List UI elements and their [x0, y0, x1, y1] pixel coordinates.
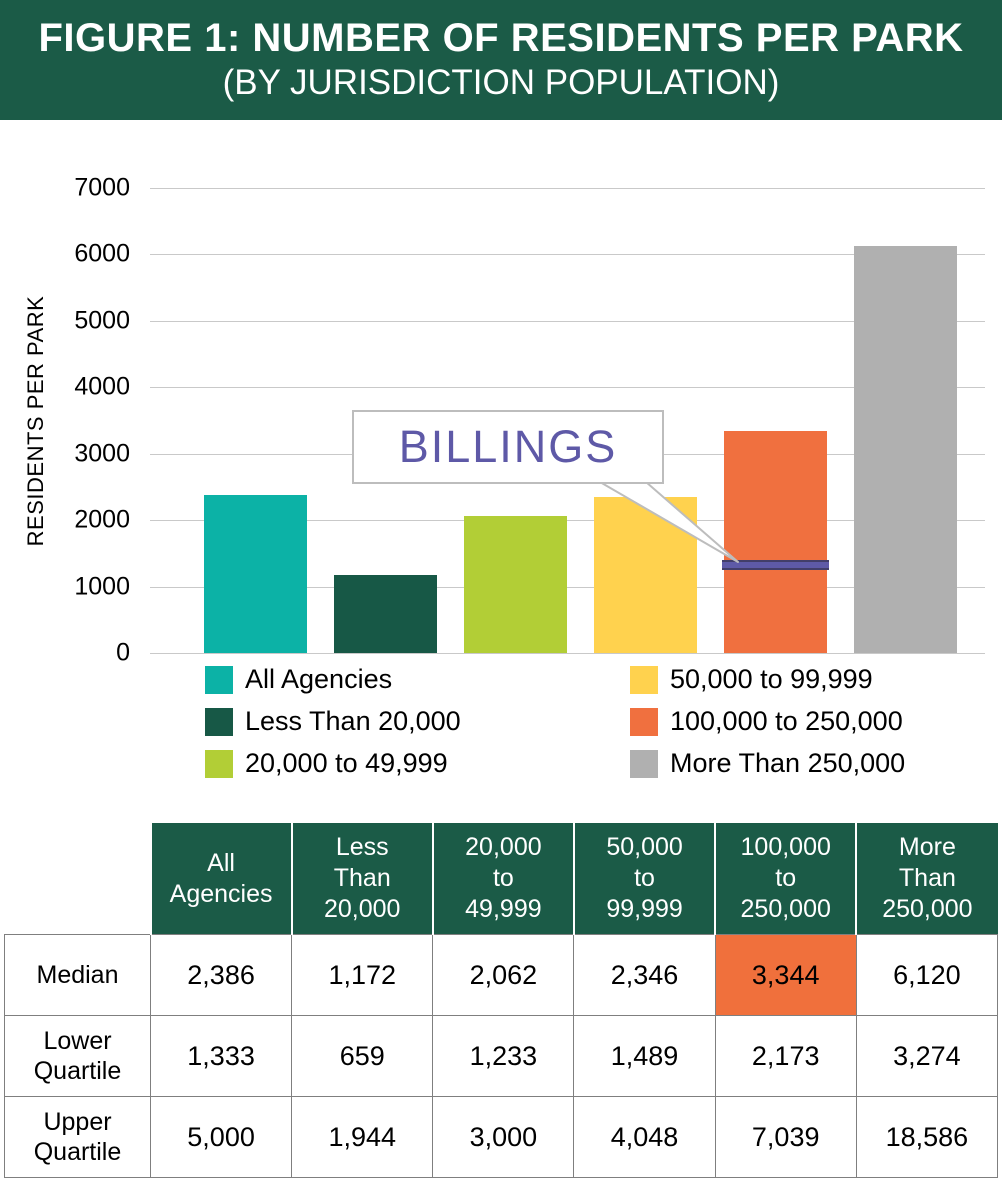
chart-region: RESIDENTS PER PARK 0 1000 2000 3000 4000 5000…	[0, 120, 1002, 667]
legend-item: Less Than 20,000	[205, 703, 630, 740]
legend-swatch	[205, 707, 233, 736]
bar-less-than-20-000	[334, 575, 437, 653]
legend-swatch	[630, 749, 658, 778]
table-cell: 2,346	[573, 934, 716, 1016]
table-cell: 1,333	[149, 1015, 293, 1097]
legend-column: All Agencies Less Than 20,000 20,000 to 49…	[205, 661, 630, 787]
table-row: Median 2,386 1,172 2,062 2,346 3,344 6,120	[4, 934, 999, 1016]
legend-swatch	[205, 749, 233, 778]
table-row: Lower Quartile 1,333 659 1,233 1,489 2,173 3,2…	[4, 1015, 999, 1097]
row-label: Median	[4, 934, 151, 1016]
y-tick-label: 3000	[74, 439, 130, 468]
bar-20-000-to-49-999	[464, 516, 567, 653]
figure-header: FIGURE 1: NUMBER OF RESIDENTS PER PARK (…	[0, 0, 1002, 120]
legend-label: 50,000 to 99,999	[670, 664, 873, 694]
legend-label: Less Than 20,000	[245, 706, 461, 736]
table-cell: 7,039	[714, 1096, 857, 1178]
bar-100-000-to-250-000	[724, 430, 827, 653]
table-head: All Agencies Less Than 20,000 20,000 to 49…	[4, 823, 998, 935]
legend-label: 20,000 to 49,999	[245, 748, 448, 778]
table-header-cell: All Agencies	[149, 823, 292, 935]
table-header-cell: 20,000 to 49,999	[431, 823, 574, 935]
gridline	[150, 254, 985, 256]
legend: All Agencies Less Than 20,000 20,000 to 49…	[0, 661, 1002, 787]
table-body: Median 2,386 1,172 2,062 2,346 3,344 6,120 Lowe…	[4, 934, 999, 1178]
legend-label: More Than 250,000	[670, 748, 906, 778]
table-cell: 1,233	[432, 1015, 575, 1097]
billings-callout: BILLINGS	[352, 410, 664, 484]
plot-area: BILLINGS	[150, 188, 985, 654]
billings-marker	[722, 559, 829, 570]
legend-item: All Agencies	[205, 661, 630, 698]
table-cell: 2,173	[714, 1015, 857, 1097]
legend-item: 50,000 to 99,999	[630, 661, 905, 698]
legend-item: 100,000 to 250,000	[630, 703, 905, 740]
y-tick-label: 6000	[74, 239, 130, 268]
table-header-cell: 100,000 to 250,000	[714, 823, 857, 935]
table-cell: 6,120	[855, 934, 999, 1016]
table-cell: 5,000	[149, 1096, 293, 1178]
highlighted-cell: 3,344	[714, 934, 857, 1016]
legend-item: More Than 250,000	[630, 745, 905, 782]
table-header-cell: 50,000 to 99,999	[572, 823, 716, 935]
table-header-cell: More Than 250,000	[855, 823, 998, 935]
gridline	[150, 188, 985, 189]
legend-swatch	[205, 665, 233, 694]
y-tick-label: 2000	[74, 505, 130, 534]
gridline	[150, 653, 985, 654]
y-tick-label: 7000	[74, 173, 130, 202]
table-header-cell: Less Than 20,000	[290, 823, 433, 935]
y-tick-label: 0	[116, 638, 130, 667]
legend-column: 50,000 to 99,999 100,000 to 250,000 More T…	[630, 661, 905, 787]
y-axis-label: RESIDENTS PER PARK	[23, 295, 48, 547]
table-cell: 1,944	[291, 1096, 434, 1178]
bar-all-agencies	[204, 494, 307, 653]
legend-label: All Agencies	[245, 664, 393, 694]
table-row: Upper Quartile 5,000 1,944 3,000 4,048 7,039 1…	[4, 1096, 999, 1178]
gridline	[150, 586, 985, 588]
figure-title: FIGURE 1: NUMBER OF RESIDENTS PER PARK	[38, 16, 964, 60]
table-cell: 4,048	[573, 1096, 716, 1178]
table-cell: 2,062	[432, 934, 575, 1016]
gridline	[150, 320, 985, 322]
table-cell: 18,586	[855, 1096, 999, 1178]
table-section: All Agencies Less Than 20,000 20,000 to 49…	[4, 823, 999, 1178]
figure-subtitle: (BY JURISDICTION POPULATION)	[222, 63, 780, 102]
table-cell: 3,274	[855, 1015, 999, 1097]
bar-50-000-to-99-999	[594, 497, 697, 653]
legend-label: 100,000 to 250,000	[670, 706, 903, 736]
billings-label: BILLINGS	[398, 421, 618, 472]
gridline	[150, 387, 985, 389]
stats-table: All Agencies Less Than 20,000 20,000 to 49…	[4, 823, 999, 1178]
y-ticks: 0 1000 2000 3000 4000 5000 6000 7000	[48, 174, 130, 667]
table-cell: 2,386	[149, 934, 293, 1016]
table-cell: 1,172	[291, 934, 434, 1016]
table-cell: 3,000	[432, 1096, 575, 1178]
gridline	[150, 520, 985, 522]
legend-swatch	[630, 707, 658, 736]
row-label: Lower Quartile	[4, 1015, 151, 1097]
table-corner-cell	[4, 823, 151, 935]
table-cell: 659	[291, 1015, 434, 1097]
y-tick-label: 1000	[74, 572, 130, 601]
legend-item: 20,000 to 49,999	[205, 745, 630, 782]
y-tick-label: 4000	[74, 372, 130, 401]
table-cell: 1,489	[573, 1015, 716, 1097]
table-header-row: All Agencies Less Than 20,000 20,000 to 49…	[4, 823, 998, 935]
row-label: Upper Quartile	[4, 1096, 151, 1178]
legend-swatch	[630, 665, 658, 694]
y-tick-label: 5000	[74, 306, 130, 335]
bar-more-than-250-000	[854, 246, 957, 653]
